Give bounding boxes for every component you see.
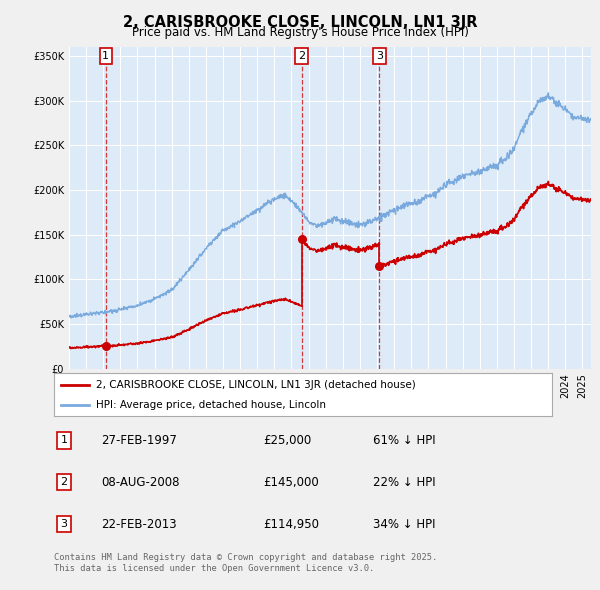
Text: 27-FEB-1997: 27-FEB-1997 (101, 434, 177, 447)
Text: 3: 3 (376, 51, 383, 61)
Text: 1: 1 (102, 51, 109, 61)
Text: HPI: Average price, detached house, Lincoln: HPI: Average price, detached house, Linc… (97, 401, 326, 410)
Text: 2: 2 (61, 477, 68, 487)
Text: 22-FEB-2013: 22-FEB-2013 (101, 517, 177, 530)
Text: 2, CARISBROOKE CLOSE, LINCOLN, LN1 3JR: 2, CARISBROOKE CLOSE, LINCOLN, LN1 3JR (123, 15, 477, 30)
Text: 3: 3 (61, 519, 67, 529)
Text: Contains HM Land Registry data © Crown copyright and database right 2025.
This d: Contains HM Land Registry data © Crown c… (54, 553, 437, 573)
Text: Price paid vs. HM Land Registry's House Price Index (HPI): Price paid vs. HM Land Registry's House … (131, 26, 469, 39)
Text: £145,000: £145,000 (263, 476, 319, 489)
Text: 2: 2 (298, 51, 305, 61)
Text: 34% ↓ HPI: 34% ↓ HPI (373, 517, 435, 530)
Text: 1: 1 (61, 435, 67, 445)
Text: 22% ↓ HPI: 22% ↓ HPI (373, 476, 436, 489)
Text: 61% ↓ HPI: 61% ↓ HPI (373, 434, 436, 447)
Text: £114,950: £114,950 (263, 517, 319, 530)
Text: 2, CARISBROOKE CLOSE, LINCOLN, LN1 3JR (detached house): 2, CARISBROOKE CLOSE, LINCOLN, LN1 3JR (… (97, 380, 416, 390)
Text: £25,000: £25,000 (263, 434, 311, 447)
Text: 08-AUG-2008: 08-AUG-2008 (101, 476, 180, 489)
